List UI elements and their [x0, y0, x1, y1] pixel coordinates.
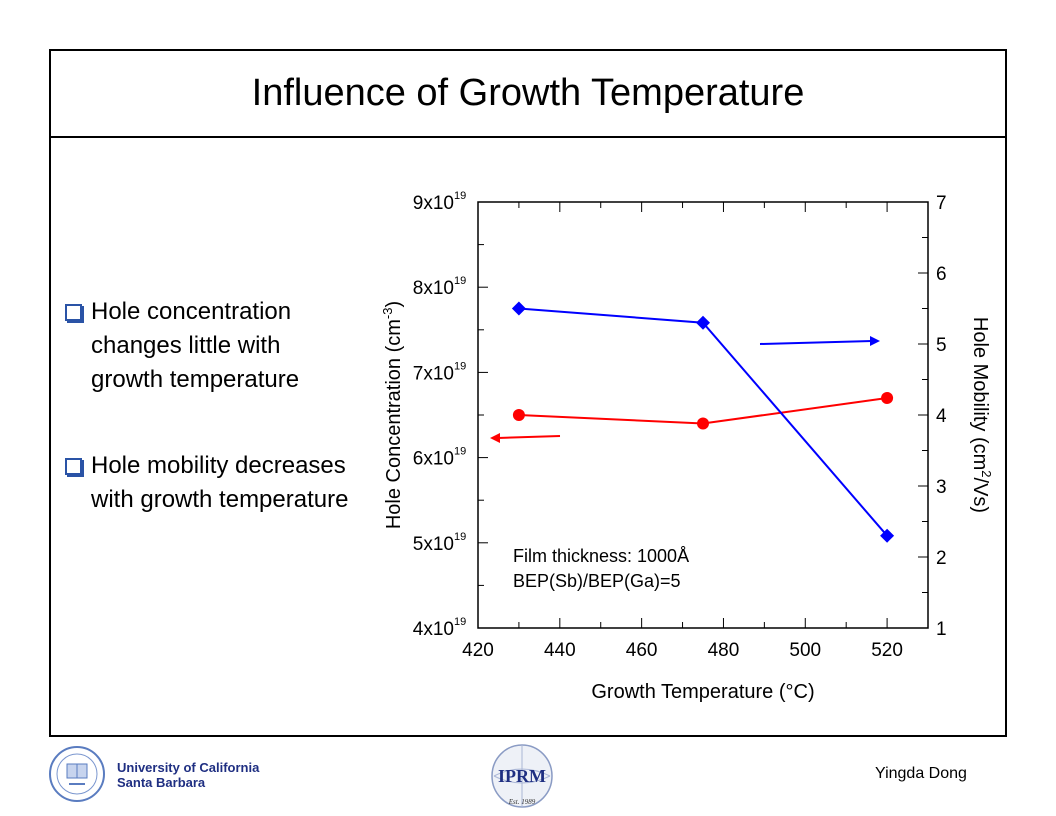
y-left-tick-label: 6x10	[413, 449, 454, 470]
data-point-diamond	[511, 301, 526, 316]
data-point-diamond	[696, 315, 710, 330]
iprm-logo: IPRM Est. 1989	[491, 744, 553, 808]
left-axis-arrow	[497, 435, 561, 439]
y-left-tick-exponent: 19	[454, 360, 466, 372]
y-right-tick-label: 7	[936, 193, 947, 214]
y-left-tick-exponent: 19	[454, 275, 466, 287]
data-point-circle	[512, 409, 525, 421]
left-axis-arrow-head	[490, 433, 500, 443]
x-tick-label: 480	[708, 640, 740, 661]
bullet-text: Hole concentration changes little with g…	[91, 298, 300, 393]
y-right-axis-title: Hole Mobility (cm2/Vs)	[969, 317, 994, 513]
bullet-list: Hole concentration changes little with g…	[63, 295, 353, 569]
bullet-item: Hole mobility decreases with growth temp…	[63, 449, 353, 517]
x-axis-title: Growth Temperature (°C)	[591, 681, 814, 703]
y-left-tick-label: 8x10	[413, 278, 454, 299]
checkbox-bullet-icon	[65, 304, 82, 321]
slide-frame: Influence of Growth Temperature	[49, 49, 1007, 737]
x-tick-label: 460	[626, 640, 658, 661]
iprm-logo-est: Est. 1989	[508, 798, 536, 806]
chart-annotation: BEP(Sb)/BEP(Ga)=5	[513, 571, 681, 591]
y-right-tick-label: 1	[936, 619, 947, 640]
right-axis-arrow-head	[870, 336, 880, 346]
checkbox-bullet-icon	[65, 458, 82, 475]
y-left-tick-label: 7x10	[413, 363, 454, 384]
x-tick-label: 500	[789, 640, 821, 661]
slide-title: Influence of Growth Temperature	[251, 72, 805, 114]
data-point-circle	[881, 391, 894, 404]
y-left-tick-label: 5x10	[413, 534, 454, 555]
y-left-tick-label: 4x10	[413, 619, 454, 640]
y-right-tick-label: 5	[936, 335, 947, 356]
x-tick-label: 440	[544, 640, 576, 661]
y-right-tick-label: 3	[936, 477, 947, 498]
author-name: Yingda Dong	[875, 765, 967, 782]
data-point-diamond	[880, 528, 895, 543]
y-left-tick-label: 9x10	[413, 193, 454, 214]
x-tick-label: 520	[871, 640, 903, 661]
y-left-tick-exponent: 19	[454, 531, 466, 543]
y-left-tick-exponent: 19	[454, 446, 466, 458]
y-left-tick-exponent: 19	[454, 190, 466, 202]
y-left-tick-exponent: 19	[454, 616, 466, 628]
university-name: University of California Santa Barbara	[117, 760, 259, 790]
right-axis-arrow	[759, 340, 873, 345]
bullet-item: Hole concentration changes little with g…	[63, 295, 353, 397]
y-left-axis-title: Hole Concentration (cm-3)	[380, 301, 405, 529]
y-right-tick-label: 6	[936, 264, 947, 285]
university-line-1: University of California	[117, 760, 260, 775]
x-tick-label: 420	[462, 640, 494, 661]
title-bar: Influence of Growth Temperature	[51, 51, 1005, 138]
iprm-logo-text: IPRM	[498, 766, 546, 786]
university-line-2: Santa Barbara	[117, 775, 206, 790]
bullet-text: Hole mobility decreases with growth temp…	[91, 452, 349, 513]
y-right-tick-label: 2	[936, 548, 947, 569]
y-right-tick-label: 4	[936, 406, 947, 427]
data-point-circle	[697, 417, 709, 430]
chart-annotation: Film thickness: 1000Å	[513, 546, 689, 566]
university-seal-icon	[49, 746, 105, 802]
